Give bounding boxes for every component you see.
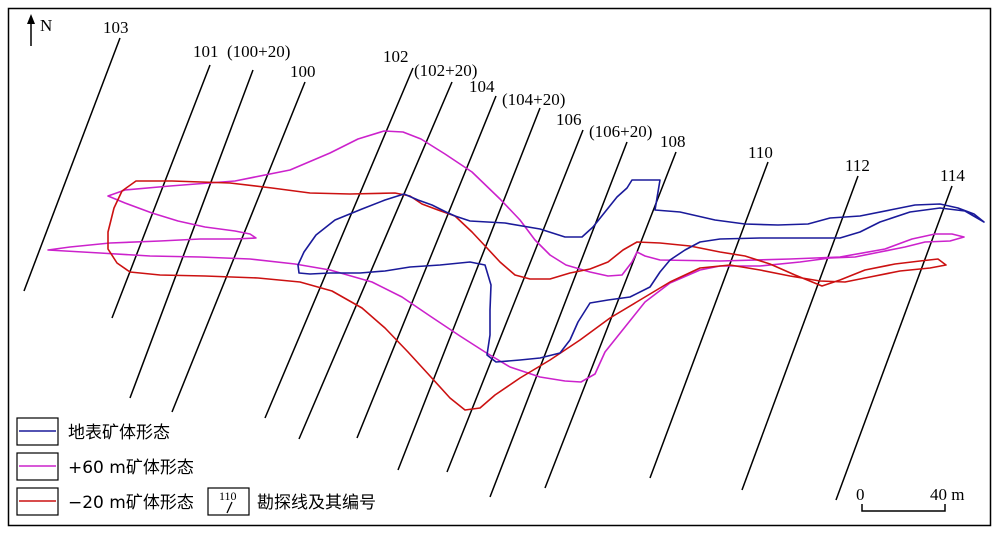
survey-label: 101 [193,42,219,61]
survey-line-112 [741,175,859,491]
legend-survey-line-number: 110 [219,489,237,503]
legend-label-minus20: −20 m矿体形态 [68,493,194,513]
map-frame [7,7,992,527]
legend-label-surface: 地表矿体形态 [68,423,170,443]
scale-bar: 0 40 m [856,485,964,512]
survey-label: 102 [383,47,409,66]
survey-label: 108 [660,132,686,151]
survey-label: 104 [469,77,495,96]
survey-line-104 [356,95,497,439]
survey-line-106 [446,129,584,473]
ore-body-surface [297,179,985,363]
legend-box-survey-line [207,487,250,516]
scale-bar-line [861,504,946,512]
survey-label: 110 [748,143,773,162]
legend-survey-line-icon [226,501,233,514]
survey-line-104-20 [397,107,541,471]
survey-line-101 [111,64,211,319]
north-arrow-icon [27,14,35,24]
survey-label: 106 [556,110,582,129]
survey-line-110 [649,161,769,479]
legend-label-plus60: +60 m矿体形态 [68,458,194,478]
survey-line-labels: 103 101 (100+20) 100 102 (102+20) 104 (1… [103,18,965,185]
survey-label: (106+20) [589,122,652,141]
ore-body-minus20 [107,180,947,411]
survey-label: 112 [845,156,870,175]
survey-label: (104+20) [502,90,565,109]
survey-label: 103 [103,18,129,37]
survey-label: (100+20) [227,42,290,61]
legend-box-surface [16,417,59,446]
survey-line-114 [835,185,953,501]
scale-zero-label: 0 [856,485,865,504]
legend-box-plus60 [16,452,59,481]
survey-lines [23,37,953,501]
scale-end-label: 40 m [930,485,964,504]
north-label: N [40,16,52,35]
survey-line-103 [23,37,121,292]
survey-line-108 [544,151,677,489]
legend-box-minus20 [16,487,59,516]
survey-line-100 [171,81,306,413]
legend: 地表矿体形态 +60 m矿体形态 −20 m矿体形态 110 勘探线及其编号 [16,417,376,516]
north-arrow: N [27,14,52,46]
survey-line-100-20 [129,69,254,399]
survey-line-102 [264,67,414,419]
survey-label: 100 [290,62,316,81]
survey-line-106-20 [489,141,628,498]
survey-label: (102+20) [414,61,477,80]
legend-label-survey-line: 勘探线及其编号 [257,493,376,513]
ore-body-plus60 [47,130,965,383]
survey-label: 114 [940,166,965,185]
